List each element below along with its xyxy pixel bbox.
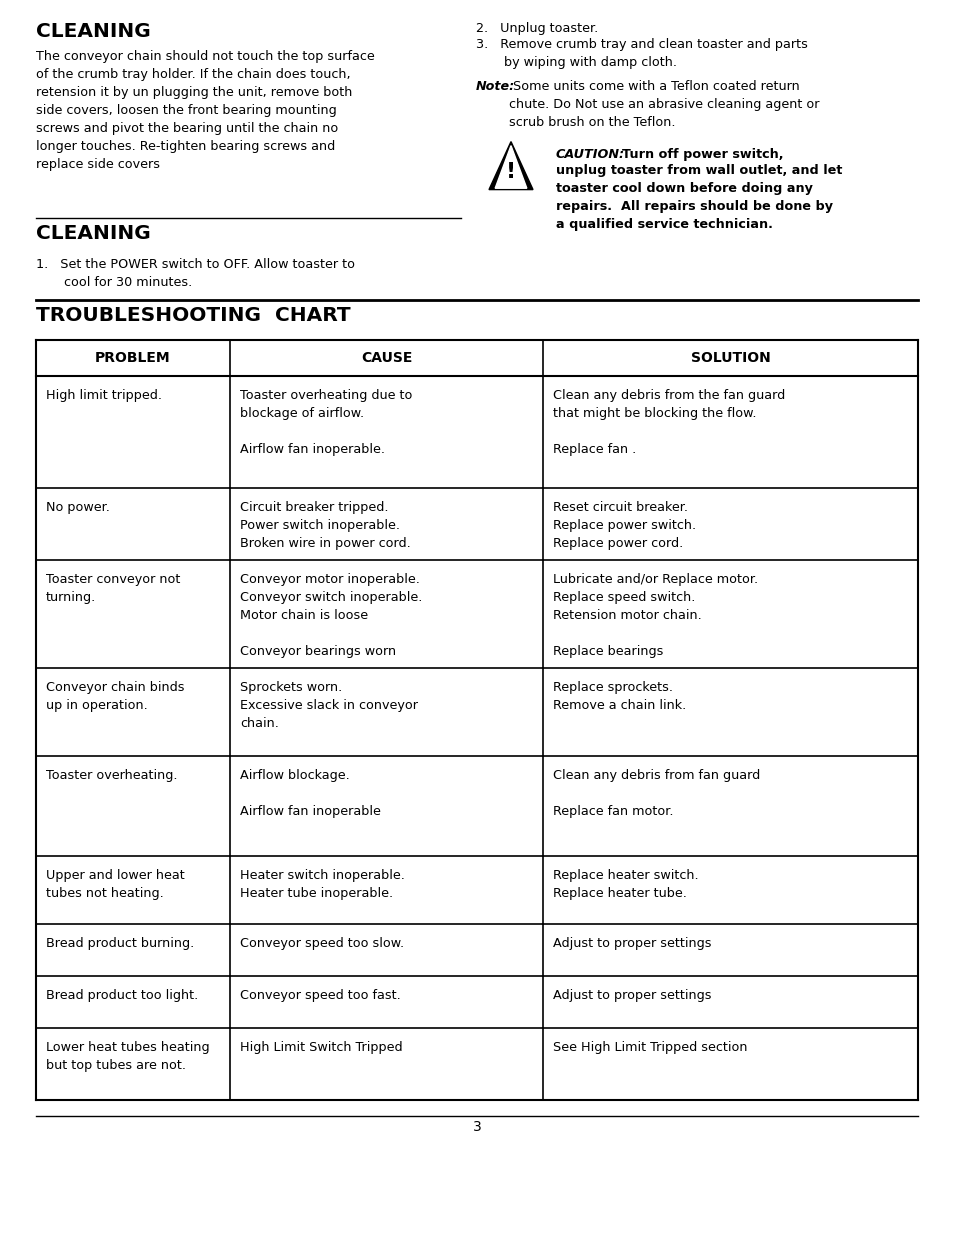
Polygon shape <box>489 142 533 190</box>
Text: 2.   Unplug toaster.: 2. Unplug toaster. <box>476 22 598 35</box>
Text: Turn off power switch,: Turn off power switch, <box>613 148 782 161</box>
Text: Toaster conveyor not
turning.: Toaster conveyor not turning. <box>46 573 180 604</box>
Text: Conveyor motor inoperable.
Conveyor switch inoperable.
Motor chain is loose

Con: Conveyor motor inoperable. Conveyor swit… <box>240 573 422 658</box>
Text: Bread product too light.: Bread product too light. <box>46 989 198 1002</box>
Text: Upper and lower heat
tubes not heating.: Upper and lower heat tubes not heating. <box>46 869 185 900</box>
Text: Replace sprockets.
Remove a chain link.: Replace sprockets. Remove a chain link. <box>553 680 685 713</box>
Text: CLEANING: CLEANING <box>36 224 151 243</box>
Text: 1.   Set the POWER switch to OFF. Allow toaster to
       cool for 30 minutes.: 1. Set the POWER switch to OFF. Allow to… <box>36 258 355 289</box>
Text: Adjust to proper settings: Adjust to proper settings <box>553 989 711 1002</box>
Text: unplug toaster from wall outlet, and let
toaster cool down before doing any
repa: unplug toaster from wall outlet, and let… <box>556 164 841 231</box>
Text: 3.   Remove crumb tray and clean toaster and parts
       by wiping with damp cl: 3. Remove crumb tray and clean toaster a… <box>476 38 807 69</box>
Text: Circuit breaker tripped.
Power switch inoperable.
Broken wire in power cord.: Circuit breaker tripped. Power switch in… <box>240 501 411 550</box>
Text: SOLUTION: SOLUTION <box>690 351 770 366</box>
Text: Airflow blockage.

Airflow fan inoperable: Airflow blockage. Airflow fan inoperable <box>240 769 380 818</box>
Text: Heater switch inoperable.
Heater tube inoperable.: Heater switch inoperable. Heater tube in… <box>240 869 404 900</box>
Text: The conveyor chain should not touch the top surface
of the crumb tray holder. If: The conveyor chain should not touch the … <box>36 49 375 170</box>
Text: Bread product burning.: Bread product burning. <box>46 937 194 950</box>
Text: Conveyor speed too fast.: Conveyor speed too fast. <box>240 989 400 1002</box>
Text: Some units come with a Teflon coated return
chute. Do Not use an abrasive cleani: Some units come with a Teflon coated ret… <box>509 80 819 128</box>
Text: CAUSE: CAUSE <box>360 351 412 366</box>
Text: Toaster overheating.: Toaster overheating. <box>46 769 177 782</box>
Text: Toaster overheating due to
blockage of airflow.

Airflow fan inoperable.: Toaster overheating due to blockage of a… <box>240 389 412 456</box>
Text: Reset circuit breaker.
Replace power switch.
Replace power cord.: Reset circuit breaker. Replace power swi… <box>553 501 696 550</box>
Text: High limit tripped.: High limit tripped. <box>46 389 162 403</box>
Text: TROUBLESHOOTING  CHART: TROUBLESHOOTING CHART <box>36 306 351 325</box>
Text: High Limit Switch Tripped: High Limit Switch Tripped <box>240 1041 402 1053</box>
Text: Clean any debris from the fan guard
that might be blocking the flow.

Replace fa: Clean any debris from the fan guard that… <box>553 389 784 456</box>
Polygon shape <box>495 146 526 188</box>
Text: Lower heat tubes heating
but top tubes are not.: Lower heat tubes heating but top tubes a… <box>46 1041 210 1072</box>
Text: Conveyor speed too slow.: Conveyor speed too slow. <box>240 937 404 950</box>
Text: Adjust to proper settings: Adjust to proper settings <box>553 937 711 950</box>
Text: CLEANING: CLEANING <box>36 22 151 41</box>
Text: Lubricate and/or Replace motor.
Replace speed switch.
Retension motor chain.

Re: Lubricate and/or Replace motor. Replace … <box>553 573 758 658</box>
Text: CAUTION:: CAUTION: <box>556 148 624 161</box>
Text: Clean any debris from fan guard

Replace fan motor.: Clean any debris from fan guard Replace … <box>553 769 760 818</box>
Text: 3: 3 <box>472 1120 481 1134</box>
Text: Sprockets worn.
Excessive slack in conveyor
chain.: Sprockets worn. Excessive slack in conve… <box>240 680 417 730</box>
Text: See High Limit Tripped section: See High Limit Tripped section <box>553 1041 747 1053</box>
Text: PROBLEM: PROBLEM <box>95 351 171 366</box>
Text: No power.: No power. <box>46 501 110 514</box>
Text: !: ! <box>505 162 516 182</box>
Text: Conveyor chain binds
up in operation.: Conveyor chain binds up in operation. <box>46 680 184 713</box>
Text: Note:: Note: <box>476 80 515 93</box>
Text: Replace heater switch.
Replace heater tube.: Replace heater switch. Replace heater tu… <box>553 869 698 900</box>
